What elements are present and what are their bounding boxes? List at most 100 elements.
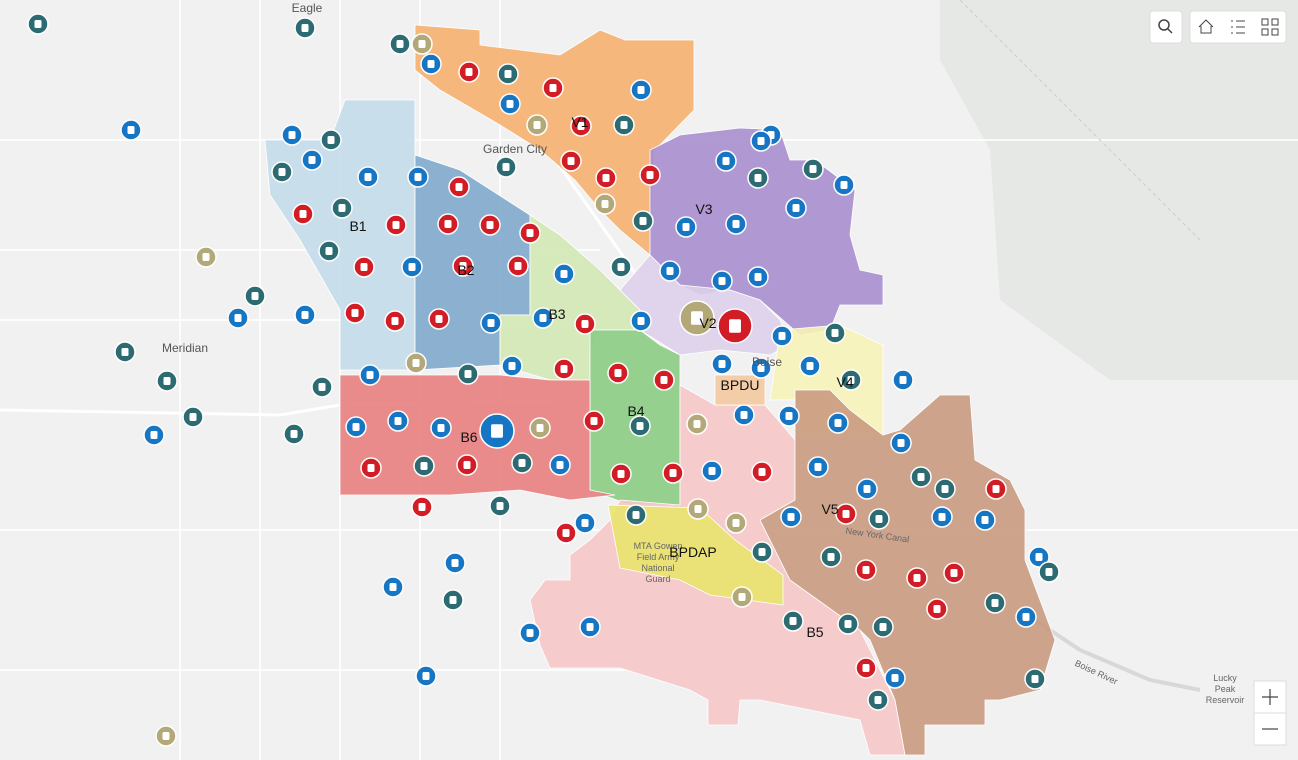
terrain [940, 0, 1298, 380]
marker-icon [189, 413, 197, 421]
marker-icon [729, 319, 741, 333]
place-label: Peak [1215, 684, 1236, 694]
district-label: B2 [457, 262, 474, 278]
marker-icon [463, 461, 471, 469]
place-label: MTA Gowen [634, 541, 683, 551]
marker-icon [526, 629, 534, 637]
boundary-line [959, 0, 1201, 241]
layer-list-button[interactable] [1231, 20, 1245, 34]
marker-icon [740, 411, 748, 419]
home-button[interactable] [1198, 19, 1214, 34]
district-label: B4 [627, 403, 644, 419]
marker-icon [396, 40, 404, 48]
marker-icon [601, 200, 609, 208]
district-v5 [759, 389, 1056, 756]
marker-icon [560, 270, 568, 278]
district-label: V5 [821, 501, 838, 517]
marker-icon [899, 376, 907, 384]
marker-icon [394, 417, 402, 425]
marker-icon [325, 247, 333, 255]
marker-icon [844, 620, 852, 628]
marker-icon [465, 68, 473, 76]
marker-icon [486, 221, 494, 229]
marker-icon [840, 181, 848, 189]
marker-icon [875, 515, 883, 523]
marker-icon [508, 362, 516, 370]
marker-icon [150, 431, 158, 439]
marker-icon [562, 529, 570, 537]
marker-icon [809, 165, 817, 173]
marker-icon [754, 174, 762, 182]
district-label: V2 [699, 315, 716, 331]
marker-icon [290, 430, 298, 438]
search-icon [1158, 19, 1170, 31]
marker-icon [897, 439, 905, 447]
marker-icon [834, 419, 842, 427]
marker-icon [666, 267, 674, 275]
marker-icon [933, 605, 941, 613]
marker-icon [496, 502, 504, 510]
marker-icon [391, 317, 399, 325]
marker-icon [732, 220, 740, 228]
marker-icon [620, 121, 628, 129]
marker-icon [449, 596, 457, 604]
basemap-button[interactable] [1261, 18, 1279, 36]
marker-icon [121, 348, 129, 356]
marker-icon [646, 171, 654, 179]
marker-icon [708, 467, 716, 475]
marker-icon [941, 485, 949, 493]
marker-icon [288, 131, 296, 139]
marker-icon [127, 126, 135, 134]
place-label: National [641, 563, 674, 573]
district-b6 [339, 374, 616, 501]
marker-icon [862, 664, 870, 672]
district-bpdap [607, 504, 784, 606]
place-label: Garden City [483, 142, 547, 156]
place-label: Guard [645, 574, 670, 584]
marker-icon [581, 519, 589, 527]
district-label: BPDU [721, 377, 760, 393]
marker-icon [778, 332, 786, 340]
marker-icon [879, 623, 887, 631]
marker-icon [502, 163, 510, 171]
marker-icon [891, 674, 899, 682]
marker-icon [360, 263, 368, 271]
marker-icon [691, 311, 703, 325]
district-label: B1 [349, 218, 366, 234]
marker-icon [754, 273, 762, 281]
zoom-in-icon [1262, 689, 1278, 705]
marker-icon [637, 317, 645, 325]
search-button[interactable] [1149, 10, 1183, 44]
marker-icon [814, 463, 822, 471]
marker-icon [459, 262, 467, 270]
marker-icon [444, 220, 452, 228]
district-label: B5 [806, 624, 823, 640]
marker-icon [318, 383, 326, 391]
marker-icon [539, 314, 547, 322]
marker-icon [842, 510, 850, 518]
district-label: BPDAP [669, 544, 716, 560]
marker-icon [514, 262, 522, 270]
marker-icon [504, 70, 512, 78]
marker-icon [162, 732, 170, 740]
marker-icon [913, 574, 921, 582]
marker-icon [718, 277, 726, 285]
marker-icon [327, 136, 335, 144]
marker-icon [1022, 613, 1030, 621]
marker-icon [757, 137, 765, 145]
marker-icon [389, 583, 397, 591]
marker-icon [632, 511, 640, 519]
marker-icon [301, 311, 309, 319]
marker-icon [427, 60, 435, 68]
marker-icon [163, 377, 171, 385]
marker-icon [202, 253, 210, 261]
marker-icon [669, 469, 677, 477]
marker-icon [639, 217, 647, 225]
marker-icon [299, 210, 307, 218]
district-label: B3 [548, 306, 565, 322]
place-label: Lucky [1213, 673, 1237, 683]
marker-icon [991, 599, 999, 607]
marker-icon [586, 623, 594, 631]
marker-icon [602, 174, 610, 182]
marker-icon [577, 122, 585, 130]
